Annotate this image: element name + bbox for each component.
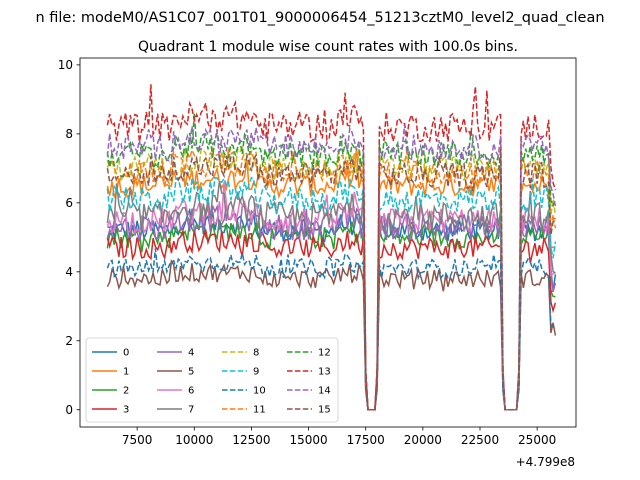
- x-tick-label-17500: 17500: [347, 433, 385, 447]
- legend-label-11: 11: [253, 405, 266, 416]
- legend-label-6: 6: [188, 386, 194, 397]
- y-tick-label-2: 2: [65, 334, 73, 348]
- x-tick-label-22500: 22500: [461, 433, 499, 447]
- legend-label-12: 12: [318, 348, 331, 359]
- x-tick-label-7500: 7500: [122, 433, 153, 447]
- legend-box: [85, 337, 339, 423]
- legend-label-8: 8: [253, 348, 259, 359]
- series-line-5: [106, 258, 557, 411]
- figure-supertitle: n file: modeM0/AS1C07_001T01_9000006454_…: [35, 10, 604, 26]
- series-line-12: [106, 113, 557, 411]
- x-tick-label-25000: 25000: [518, 433, 556, 447]
- series-line-7: [106, 180, 556, 411]
- plot-area: [106, 84, 557, 411]
- y-tick-label-0: 0: [65, 403, 73, 417]
- legend-label-5: 5: [188, 367, 194, 378]
- y-tick-label-4: 4: [65, 265, 73, 279]
- legend-label-4: 4: [188, 348, 194, 359]
- legend-label-7: 7: [188, 405, 194, 416]
- series-line-10: [106, 248, 556, 411]
- y-tick-label-8: 8: [65, 127, 73, 141]
- series-line-14: [106, 124, 557, 411]
- legend-label-0: 0: [123, 348, 129, 359]
- x-tick-label-12500: 12500: [232, 433, 270, 447]
- axes: 7500 10000 12500 15000 17500 20000 22500 25000 0…: [58, 57, 577, 447]
- legend-label-1: 1: [123, 367, 129, 378]
- x-tick-label-10000: 10000: [175, 433, 213, 447]
- series-line-15: [106, 149, 557, 411]
- series-line-8: [106, 145, 557, 411]
- series-line-13: [106, 84, 557, 411]
- chart-title: Quadrant 1 module wise count rates with …: [138, 39, 518, 55]
- x-tick-label-20000: 20000: [404, 433, 442, 447]
- legend-label-10: 10: [253, 386, 266, 397]
- legend-label-3: 3: [123, 405, 129, 416]
- series-lines: [106, 84, 557, 411]
- y-tick-label-6: 6: [65, 196, 73, 210]
- legend-label-13: 13: [318, 367, 331, 378]
- y-tick-label-10: 10: [58, 58, 73, 72]
- series-line-3: [106, 227, 557, 411]
- legend-label-15: 15: [318, 405, 331, 416]
- legend-label-9: 9: [253, 367, 259, 378]
- legend-label-2: 2: [123, 386, 129, 397]
- plot-frame: [79, 57, 577, 428]
- x-tick-label-15000: 15000: [289, 433, 327, 447]
- x-axis-offset-label: +4.799e8: [516, 455, 575, 469]
- legend-label-14: 14: [318, 386, 331, 397]
- series-line-9: [106, 176, 557, 411]
